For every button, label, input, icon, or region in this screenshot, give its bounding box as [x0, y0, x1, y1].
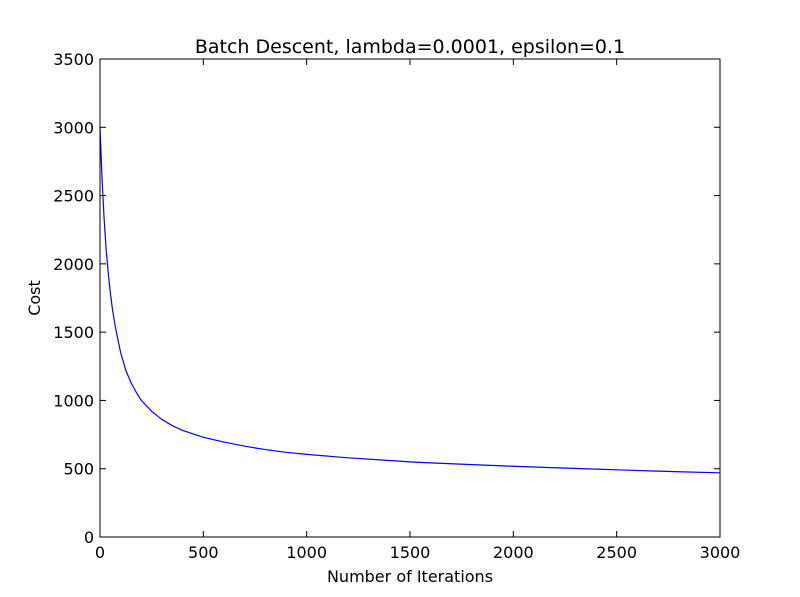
y-axis-ticks: 0 500 1000 1500 2000 2500 3000 3500	[53, 50, 720, 547]
series-line-cost	[99, 127, 721, 474]
y-tick-label: 3000	[53, 118, 94, 137]
x-tick-label: 3000	[700, 543, 741, 562]
y-tick-label: 2000	[53, 255, 94, 274]
y-tick-label: 0	[84, 528, 94, 547]
x-tick-label: 2500	[596, 543, 637, 562]
x-tick-label: 2000	[493, 543, 534, 562]
x-tick-label: 1000	[286, 543, 327, 562]
y-tick-label: 2500	[53, 187, 94, 206]
x-tick-label: 500	[188, 543, 219, 562]
x-axis-label: Number of Iterations	[327, 567, 493, 586]
x-tick-label: 0	[95, 543, 105, 562]
y-axis-label: Cost	[25, 280, 44, 316]
x-tick-label: 1500	[390, 543, 431, 562]
y-tick-label: 500	[63, 460, 94, 479]
x-axis-ticks: 0 500 1000 1500 2000 2500 3000	[95, 59, 740, 562]
y-tick-label: 3500	[53, 50, 94, 69]
y-tick-label: 1500	[53, 323, 94, 342]
y-tick-label: 1000	[53, 391, 94, 410]
chart-title: Batch Descent, lambda=0.0001, epsilon=0.…	[195, 36, 625, 58]
